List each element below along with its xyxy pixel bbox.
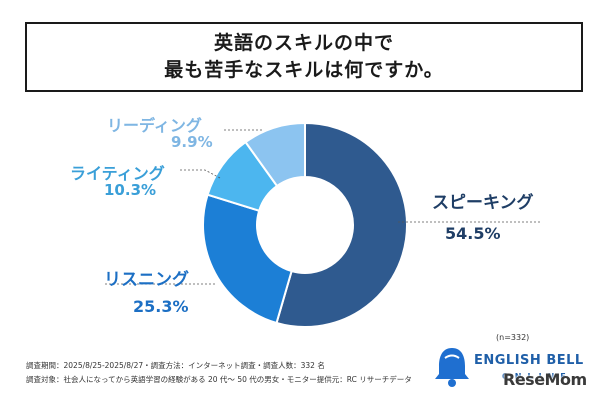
footer-line-1: 調査期間：2025/8/25-2025/8/27・調査方法：インターネット調査・…: [26, 361, 325, 370]
bell-icon: [435, 348, 469, 387]
logo-name: ENGLISH BELL: [474, 353, 584, 368]
title-line-2: 最も苦手なスキルは何ですか。: [164, 59, 444, 81]
value-reading: 9.9%: [171, 133, 213, 151]
slice-reading: [244, 121, 306, 188]
label-speaking: スピーキング: [432, 193, 534, 213]
value-writing: 10.3%: [104, 181, 157, 199]
slice-listening: [202, 193, 293, 325]
label-writing: ライティング: [70, 164, 165, 183]
title-line-1: 英語のスキルの中で: [213, 32, 394, 54]
title-box: 英語のスキルの中で 最も苦手なスキルは何ですか。: [25, 22, 583, 92]
sample-size: (n=332): [496, 333, 530, 342]
footer-line-2: 調査対象：社会人になってから英語学習の経験がある 20 代〜 50 代の男女・モ…: [26, 375, 412, 384]
value-listening: 25.3%: [133, 297, 189, 316]
watermark-logo: ReseMom: [503, 370, 587, 389]
label-listening: リスニング: [104, 270, 189, 290]
english-bell-logo: ENGLISH BELL ONLINE: [432, 344, 602, 394]
leader-writing: [180, 169, 221, 179]
logo-sub: ONLINE: [502, 372, 572, 381]
label-reading: リーディング: [107, 116, 202, 135]
value-speaking: 54.5%: [445, 224, 501, 243]
slice-speaking: [275, 121, 408, 328]
